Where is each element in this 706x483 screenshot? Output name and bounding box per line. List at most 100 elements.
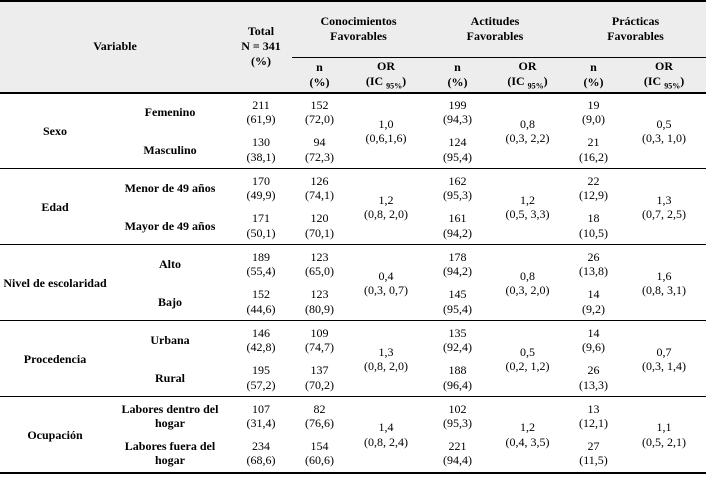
practicas-or-cell: 0,5 (0,3, 1,0): [642, 116, 687, 146]
practicas-n-cell: 18 (10,5): [579, 211, 609, 240]
level-label: Labores fuera del hogar: [124, 439, 216, 468]
practicas-n-cell: 26 (13,3): [579, 363, 609, 392]
total-cell: 152 (44,6): [246, 287, 276, 316]
total-cell: 211 (61,9): [246, 98, 276, 127]
conocimientos-n-cell: 126 (74,1): [305, 173, 334, 203]
table-header: Variable Total N = 341 (%) Conocimientos…: [0, 1, 706, 93]
conocimientos-n-cell: 94 (72,3): [305, 135, 334, 164]
total-cell: 195 (57,2): [246, 363, 276, 392]
total-cell: 146 (42,8): [246, 325, 276, 355]
conocimientos-n-cell: 123 (65,0): [305, 249, 334, 279]
practicas-n-cell: 14 (9,6): [582, 325, 606, 355]
table-row: Labores fuera del hogar 234 (68,6) 154 (…: [0, 435, 706, 473]
level-label: Menor de 49 años: [124, 181, 216, 196]
level-label: Bajo: [158, 294, 182, 309]
actitudes-or-cell: 0,8 (0,3, 2,0): [505, 268, 550, 297]
variable-group-label: Procedencia: [23, 351, 87, 366]
practicas-n-cell: 13 (12,1): [579, 401, 609, 431]
col-header-actitudes: Actitudes Favorables: [425, 1, 566, 58]
group-escolaridad: Nivel de escolaridad Alto 189 (55,4) 123…: [0, 245, 706, 321]
subheader-or-actitudes: OR (IC 95%): [490, 57, 566, 93]
conocimientos-or-cell: 1,2 (0,8, 2,0): [364, 192, 408, 221]
conocimientos-or-cell: 1,0 (0,6,1,6): [365, 116, 407, 146]
actitudes-n-cell: 124 (95,4): [443, 135, 472, 164]
level-label: Masculino: [143, 142, 197, 157]
col-header-variable: Variable: [0, 1, 230, 93]
actitudes-n-cell: 161 (94,2): [443, 211, 472, 240]
header-row-groups: Variable Total N = 341 (%) Conocimientos…: [0, 1, 706, 93]
table-row: Procedencia Urbana 146 (42,8) 109 (74,7)…: [0, 321, 706, 373]
conocimientos-or-cell: 1,3 (0,8, 2,0): [364, 344, 408, 373]
ic-label: (IC 95%): [643, 73, 685, 90]
total-cell: 189 (55,4): [246, 249, 276, 279]
col-header-conocimientos: Conocimientos Favorables: [292, 1, 425, 58]
practicas-n-cell: 21 (16,2): [579, 135, 609, 164]
total-cell: 107 (31,4): [246, 401, 276, 431]
practicas-or-cell: 1,3 (0,7, 2,5): [642, 192, 687, 221]
actitudes-n-cell: 162 (95,3): [443, 173, 472, 203]
total-cell: 170 (49,9): [246, 173, 276, 203]
actitudes-n-cell: 188 (96,4): [443, 363, 472, 392]
table-row: Mayor de 49 años 171 (50,1) 120 (70,1) 1…: [0, 207, 706, 245]
variable-group-label: Sexo: [43, 124, 67, 139]
practicas-n-cell: 19 (9,0): [582, 98, 606, 127]
total-cell: 171 (50,1): [246, 211, 276, 240]
total-cell: 130 (38,1): [246, 135, 276, 164]
conocimientos-n-cell: 109 (74,7): [305, 325, 334, 355]
col-header-practicas: Prácticas Favorables: [565, 1, 706, 58]
practicas-n-cell: 14 (9,2): [582, 287, 606, 316]
level-label: Mayor de 49 años: [124, 218, 216, 233]
table-row: Bajo 152 (44,6) 123 (80,9) 145 (95,4) 14…: [0, 283, 706, 321]
table-row: Masculino 130 (38,1) 94 (72,3) 124 (95,4…: [0, 131, 706, 169]
actitudes-n-cell: 145 (95,4): [443, 287, 472, 316]
practicas-or-cell: 1,1 (0,5, 2,1): [642, 420, 687, 449]
actitudes-n-cell: 135 (92,4): [443, 325, 472, 355]
subheader-or-conocimientos: OR (IC 95%): [347, 57, 425, 93]
total-cell: 234 (68,6): [246, 439, 276, 468]
actitudes-n-cell: 221 (94,4): [443, 439, 472, 468]
or-label: OR: [377, 58, 395, 73]
variable-group-label: Ocupación: [27, 427, 83, 442]
variable-group-label: Nivel de escolaridad: [3, 275, 107, 290]
header-row-subcolumns: n (%) OR (IC 95%) n (%) OR (IC 95%) n (%) …: [0, 57, 706, 93]
actitudes-or-cell: 1,2 (0,5, 3,3): [505, 192, 550, 221]
ic-subscript: 95%: [527, 80, 544, 90]
subheader-n-practicas: n (%): [565, 57, 623, 93]
level-label: Alto: [159, 257, 181, 272]
practicas-n-cell: 22 (12,9): [579, 173, 609, 203]
subheader-n-actitudes: n (%): [425, 57, 490, 93]
conocimientos-n-cell: 120 (70,1): [305, 211, 334, 240]
table-row: Sexo Femenino 211 (61,9) 152 (72,0) 1,0 …: [0, 93, 706, 145]
group-sexo: Sexo Femenino 211 (61,9) 152 (72,0) 1,0 …: [0, 93, 706, 169]
conocimientos-n-cell: 137 (70,2): [305, 363, 334, 392]
conocimientos-or-cell: 0,4 (0,3, 0,7): [364, 268, 408, 297]
practicas-or-cell: 0,7 (0,3, 1,4): [642, 344, 687, 373]
variable-group-label: Edad: [41, 199, 69, 214]
actitudes-or-cell: 0,5 (0,2, 1,2): [505, 344, 550, 373]
group-ocupacion: Ocupación Labores dentro del hogar 107 (…: [0, 397, 706, 473]
actitudes-n-cell: 199 (94,3): [443, 98, 472, 127]
level-label: Femenino: [144, 105, 196, 120]
subheader-n-conocimientos: n (%): [292, 57, 347, 93]
subheader-or-practicas: OR (IC 95%): [622, 57, 706, 93]
group-procedencia: Procedencia Urbana 146 (42,8) 109 (74,7)…: [0, 321, 706, 397]
ic-label: (IC 95%): [507, 73, 548, 90]
table-row: Nivel de escolaridad Alto 189 (55,4) 123…: [0, 245, 706, 297]
or-label: OR: [518, 58, 537, 73]
level-label: Rural: [155, 370, 185, 385]
practicas-n-cell: 26 (13,8): [579, 249, 609, 279]
practicas-n-cell: 27 (11,5): [579, 439, 608, 468]
conocimientos-or-cell: 1,4 (0,8, 2,4): [364, 420, 408, 449]
table-row: Edad Menor de 49 años 170 (49,9) 126 (74…: [0, 169, 706, 221]
table-row: Ocupación Labores dentro del hogar 107 (…: [0, 397, 706, 449]
group-edad: Edad Menor de 49 años 170 (49,9) 126 (74…: [0, 169, 706, 245]
col-header-total: Total N = 341 (%): [230, 1, 292, 93]
actitudes-n-cell: 102 (95,3): [443, 401, 472, 431]
ic-subscript: 95%: [664, 80, 681, 90]
conocimientos-n-cell: 152 (72,0): [305, 98, 334, 127]
practicas-or-cell: 1,6 (0,8, 3,1): [642, 268, 687, 297]
actitudes-n-cell: 178 (94,2): [443, 249, 472, 279]
actitudes-or-cell: 1,2 (0,4, 3,5): [505, 420, 550, 449]
level-label: Labores dentro del hogar: [121, 401, 219, 431]
